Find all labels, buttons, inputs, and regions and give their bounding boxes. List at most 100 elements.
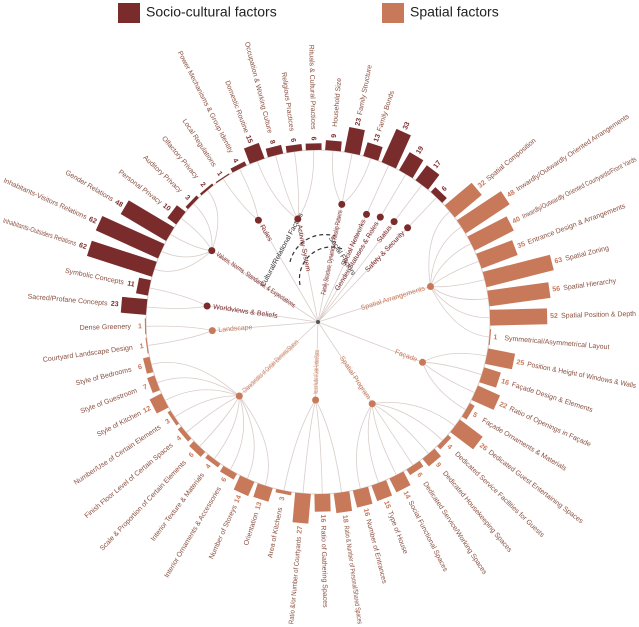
tree-link	[154, 250, 213, 272]
value-label: 40	[511, 216, 521, 226]
tree-link	[430, 286, 490, 338]
legend-swatch	[118, 3, 140, 23]
bar	[344, 127, 365, 155]
value-label: 15	[244, 134, 253, 144]
tree-link	[371, 403, 414, 466]
category-label: Family Bonds	[376, 89, 396, 132]
tree-link	[212, 321, 319, 331]
value-label: 33	[402, 121, 412, 131]
category-label: Inhabitants-Visitors Relations	[2, 177, 88, 221]
bar	[285, 143, 303, 153]
legend-label: Spatial factors	[410, 4, 499, 20]
tree-link	[430, 226, 462, 287]
tree-link	[317, 216, 381, 323]
value-label: 6	[188, 451, 196, 459]
tree-link	[164, 389, 240, 401]
center-arrow	[298, 246, 346, 286]
value-label: 1	[138, 323, 142, 330]
value-label: 1	[139, 343, 144, 350]
category-label: Spatial Zoning	[565, 245, 610, 263]
bar	[144, 318, 147, 335]
tree-node	[427, 283, 434, 290]
bar	[86, 240, 157, 277]
center-arrow	[289, 233, 336, 263]
legend-label: Socio-cultural factors	[146, 4, 277, 20]
value-label: 8	[268, 139, 276, 145]
bar	[120, 200, 175, 241]
legend-swatch	[382, 3, 404, 23]
bar	[406, 460, 424, 476]
tree-link	[367, 403, 380, 484]
value-label: 52	[550, 313, 558, 320]
tree-node	[208, 247, 216, 255]
bar	[147, 375, 160, 393]
bar	[149, 393, 169, 414]
bar	[189, 441, 206, 457]
category-label: Symmetrical/Asymmetrical Layout	[504, 335, 610, 351]
bar	[305, 143, 322, 151]
value-label: 3	[183, 194, 191, 202]
bar	[167, 410, 180, 426]
value-label: 3	[279, 496, 287, 501]
node-label: Landscape	[218, 324, 253, 334]
bar	[215, 173, 230, 184]
value-label: 6	[289, 138, 296, 143]
tree-link	[294, 151, 299, 220]
tree-link	[275, 155, 299, 220]
value-label: 4	[176, 435, 184, 443]
tree-node	[338, 200, 346, 208]
bar	[476, 240, 518, 269]
tree-node	[294, 215, 302, 223]
category-label: Rituals & Cultural Practices	[307, 45, 316, 130]
tree-link	[422, 361, 482, 376]
node-label: Façade	[394, 349, 418, 364]
tree-link	[332, 150, 343, 205]
category-label: Symbolic Concepts	[64, 268, 125, 287]
tree-link	[207, 305, 319, 323]
tree-link	[302, 399, 316, 494]
category-label: Gender Relations	[64, 169, 115, 203]
tree-link	[317, 321, 373, 404]
category-label: Spatial Composition	[485, 137, 537, 182]
tree-link	[207, 189, 219, 251]
value-label: 13	[255, 501, 264, 511]
value-label: 48	[506, 189, 516, 199]
bar	[145, 337, 149, 354]
category-label: Ratio of Gathering Spaces	[319, 525, 328, 608]
value-label: 25	[516, 359, 525, 367]
tree-link	[430, 243, 472, 287]
category-label: Style of Kitchen	[96, 410, 143, 438]
bar	[450, 419, 483, 450]
tree-link	[149, 287, 208, 307]
tree-link	[317, 214, 367, 323]
tree-link	[317, 286, 431, 323]
bar	[487, 282, 551, 307]
bar	[167, 205, 186, 225]
tree-node	[254, 216, 262, 224]
node-label: Worldviews & Beliefs	[213, 304, 279, 320]
tree-link	[372, 403, 429, 455]
bar	[415, 165, 440, 190]
tree-link	[169, 233, 212, 251]
tree-link	[151, 362, 240, 397]
tree-link	[317, 227, 408, 323]
value-label: 6	[220, 476, 228, 483]
tree-link	[283, 399, 316, 491]
tree-link	[430, 260, 480, 287]
category-label: Ratio & Number of Personal/Shared Spaces	[342, 525, 363, 624]
value-label: 7	[142, 384, 148, 392]
bar	[199, 183, 214, 196]
value-label: 18	[341, 515, 349, 524]
tree-link	[238, 395, 255, 479]
bar	[363, 142, 383, 161]
tree-link	[256, 160, 299, 220]
category-label: Position & Height of Windows & Walls	[527, 361, 638, 390]
value-label: 23	[110, 301, 118, 309]
tree-link	[315, 321, 319, 401]
category-label: Power Mechanisms & Group Identity	[176, 50, 234, 155]
node-label: Spatial Arrangements	[360, 285, 426, 312]
tree-link	[422, 352, 487, 363]
category-label: Façade Design & Elements	[511, 381, 594, 414]
bar	[456, 191, 510, 234]
